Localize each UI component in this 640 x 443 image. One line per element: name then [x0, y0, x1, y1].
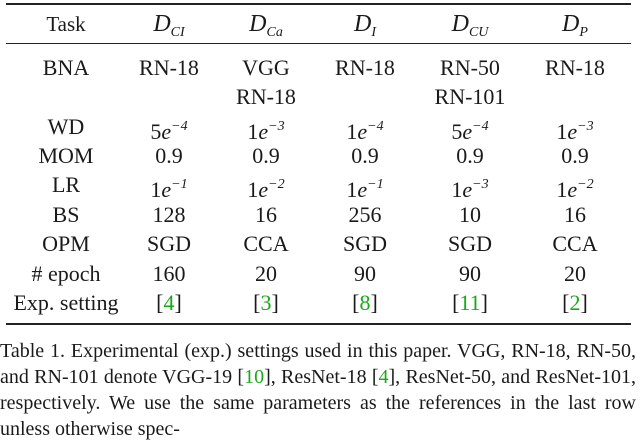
- cell-exp-ci: [4]: [156, 290, 182, 315]
- cell-wd-p: 1e−3: [556, 119, 594, 144]
- cell-lr-ci: 1e−1: [150, 177, 188, 202]
- header-task: Task: [46, 12, 86, 36]
- header-d-i: DI: [353, 11, 376, 40]
- cell-opm-ca: CCA: [243, 231, 289, 256]
- cell-epoch-ci: 160: [152, 261, 186, 286]
- citation-link[interactable]: 10: [244, 366, 265, 388]
- table-caption: Table 1. Experimental (exp.) settings us…: [0, 340, 636, 440]
- citation-link[interactable]: 11: [459, 290, 481, 315]
- cell-bs-p: 16: [564, 202, 586, 227]
- cell-wd-cu: 5e−4: [451, 119, 489, 144]
- row-label-epoch: # epoch: [31, 261, 101, 286]
- cell-bs-i: 256: [348, 202, 382, 227]
- cell-mom-p: 0.9: [561, 143, 589, 168]
- cell-bna-cu-2: RN-101: [434, 84, 506, 109]
- citation-link[interactable]: 4: [163, 290, 175, 315]
- cell-epoch-cu: 90: [459, 261, 481, 286]
- citation-link[interactable]: 8: [359, 290, 371, 315]
- table-bottom-rule: [6, 323, 631, 325]
- cell-bna-ca-2: RN-18: [236, 84, 296, 109]
- cell-mom-cu: 0.9: [456, 143, 484, 168]
- cell-wd-ca: 1e−3: [247, 119, 285, 144]
- cell-exp-ca: [3]: [253, 290, 279, 315]
- row-label-exp-setting: Exp. setting: [13, 290, 119, 315]
- cell-wd-ci: 5e−4: [150, 119, 188, 144]
- cell-lr-cu: 1e−3: [451, 177, 489, 202]
- cell-opm-cu: SGD: [447, 231, 492, 256]
- row-label-opm: OPM: [42, 231, 90, 256]
- cell-bs-ca: 16: [255, 202, 277, 227]
- header-d-ci: DCI: [153, 11, 185, 40]
- row-label-mom: MOM: [38, 143, 94, 168]
- cell-opm-i: SGD: [342, 231, 387, 256]
- header-d-cu: DCU: [451, 11, 489, 40]
- cell-exp-cu: [11]: [452, 290, 488, 315]
- cell-bna-p: RN-18: [545, 55, 605, 80]
- cell-bs-ci: 128: [152, 202, 186, 227]
- cell-lr-ca: 1e−2: [247, 177, 285, 202]
- row-label-bna: BNA: [42, 55, 90, 80]
- cell-exp-i: [8]: [352, 290, 378, 315]
- row-label-wd: WD: [47, 114, 85, 139]
- header-d-p: DP: [562, 11, 588, 40]
- cell-lr-p: 1e−2: [556, 177, 594, 202]
- cell-mom-i: 0.9: [351, 143, 379, 168]
- table-top-rule: [6, 3, 631, 5]
- cell-bna-cu: RN-50: [440, 55, 500, 80]
- cell-bna-ci: RN-18: [139, 55, 199, 80]
- header-d-ca: DCa: [249, 11, 283, 40]
- cell-wd-i: 1e−4: [346, 119, 384, 144]
- cell-exp-p: [2]: [562, 290, 588, 315]
- cell-opm-ci: SGD: [146, 231, 191, 256]
- cell-opm-p: CCA: [552, 231, 598, 256]
- citation-link[interactable]: 3: [260, 290, 272, 315]
- cell-mom-ci: 0.9: [155, 143, 183, 168]
- cell-mom-ca: 0.9: [252, 143, 280, 168]
- cell-epoch-ca: 20: [255, 261, 277, 286]
- cell-lr-i: 1e−1: [346, 177, 384, 202]
- cell-epoch-i: 90: [354, 261, 376, 286]
- row-label-lr: LR: [51, 172, 81, 197]
- row-label-bs: BS: [52, 202, 80, 227]
- cell-bna-ca: VGG: [242, 55, 290, 80]
- cell-bna-i: RN-18: [335, 55, 395, 80]
- cell-epoch-p: 20: [564, 261, 586, 286]
- citation-link[interactable]: 2: [569, 290, 581, 315]
- citation-link[interactable]: 4: [378, 366, 389, 388]
- table-header-rule: [6, 43, 631, 44]
- cell-bs-cu: 10: [459, 202, 481, 227]
